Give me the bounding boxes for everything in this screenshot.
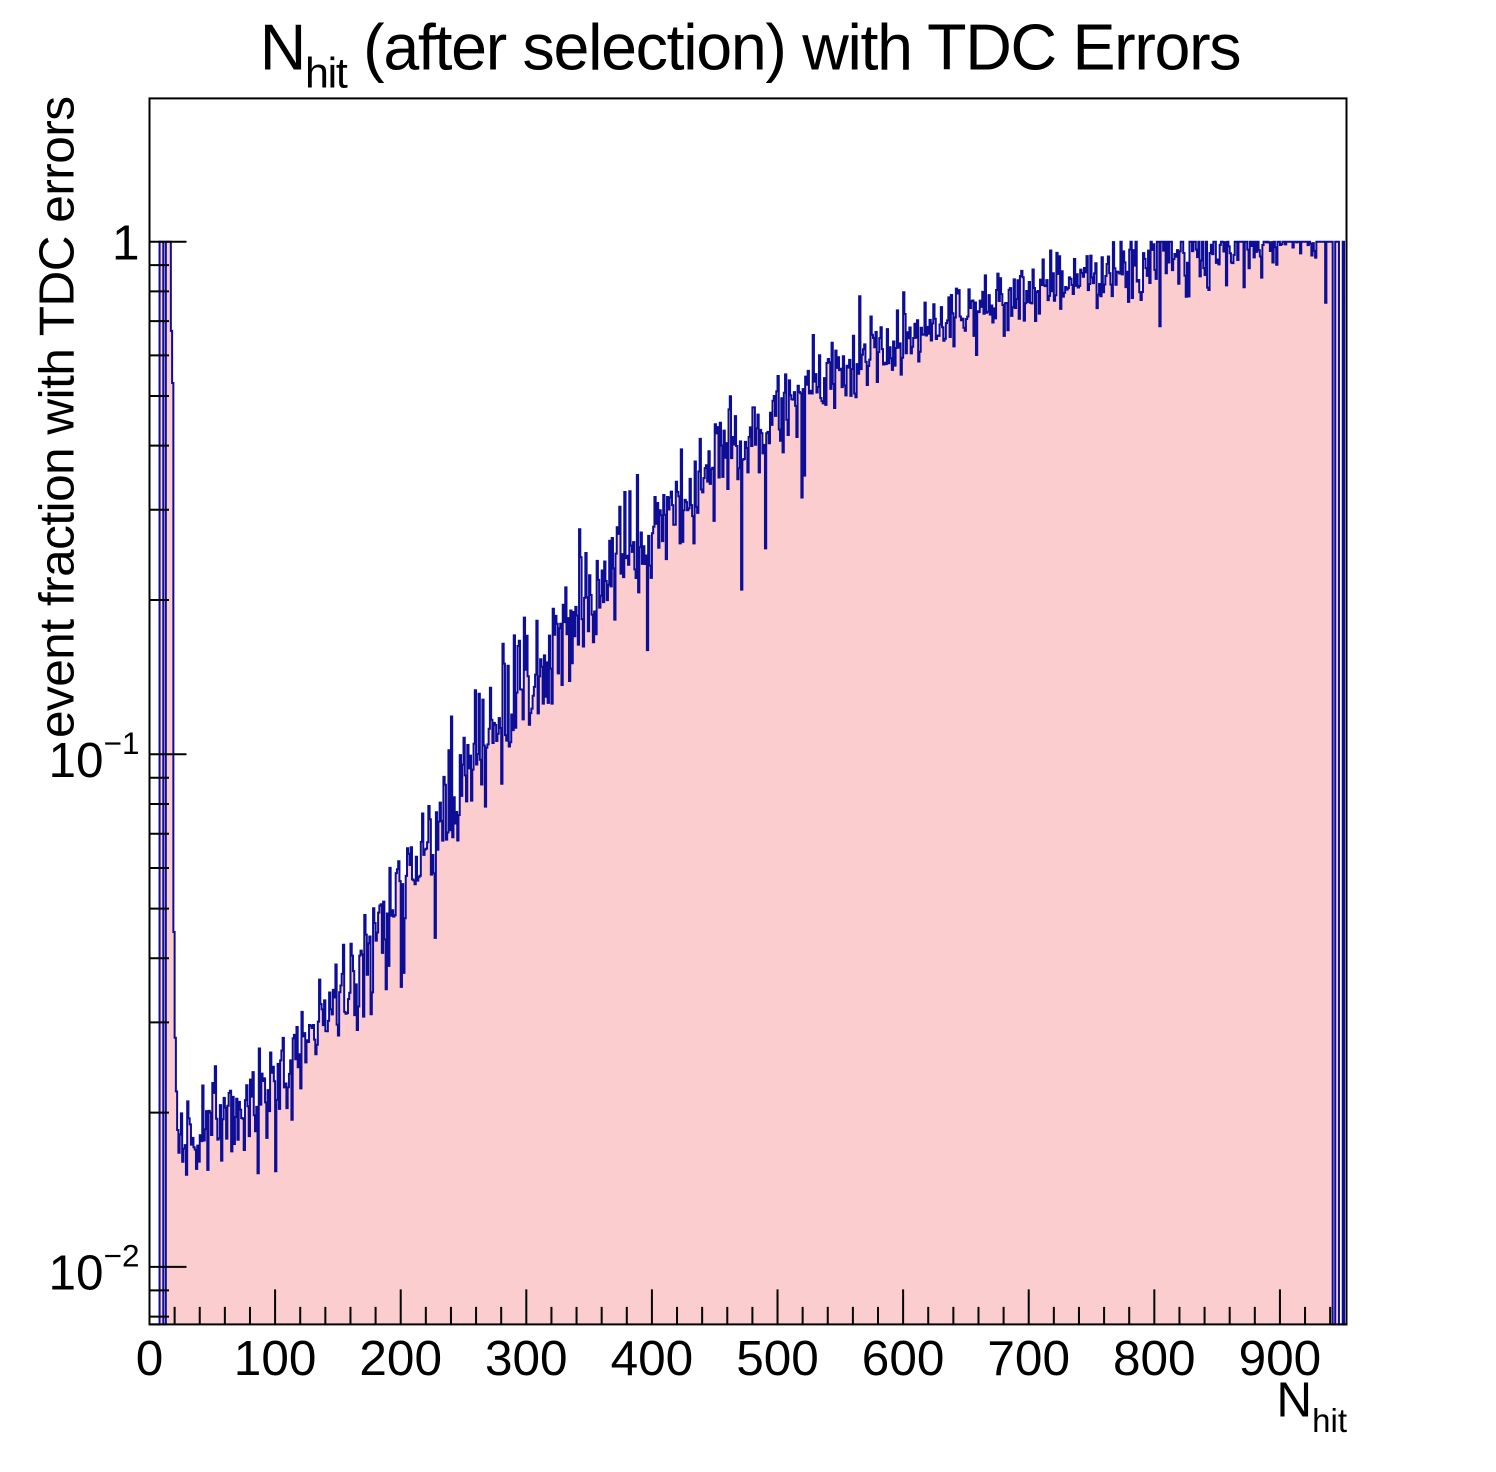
svg-text:10−2: 10−2 [49, 1238, 140, 1301]
svg-text:100: 100 [234, 1331, 317, 1386]
svg-text:1: 1 [112, 216, 140, 271]
svg-text:300: 300 [485, 1331, 568, 1386]
svg-text:200: 200 [359, 1331, 442, 1386]
svg-text:Nhit: Nhit [1276, 1373, 1347, 1440]
svg-text:900: 900 [1239, 1331, 1322, 1386]
svg-text:0: 0 [136, 1331, 164, 1386]
svg-text:10−1: 10−1 [49, 725, 140, 788]
svg-text:800: 800 [1113, 1331, 1196, 1386]
svg-text:event fraction with TDC errors: event fraction with TDC errors [30, 96, 85, 738]
svg-text:500: 500 [736, 1331, 819, 1386]
svg-text:700: 700 [987, 1331, 1070, 1386]
svg-text:600: 600 [862, 1331, 945, 1386]
svg-text:Nhit (after selection) with TD: Nhit (after selection) with TDC Errors [260, 12, 1240, 98]
svg-text:400: 400 [611, 1331, 694, 1386]
